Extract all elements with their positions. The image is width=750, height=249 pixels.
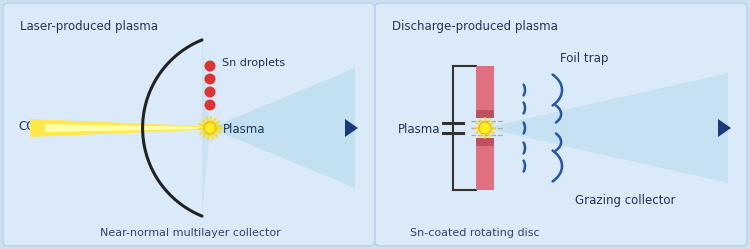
Polygon shape (202, 40, 210, 216)
Text: Laser-produced plasma: Laser-produced plasma (20, 20, 158, 33)
Polygon shape (345, 119, 358, 137)
Text: CO: CO (18, 120, 35, 132)
Text: Sn-coated rotating disc: Sn-coated rotating disc (410, 228, 540, 238)
Text: laser: laser (41, 120, 74, 132)
Text: Sn droplets: Sn droplets (222, 58, 285, 68)
Circle shape (205, 100, 215, 111)
Text: 2: 2 (37, 126, 42, 135)
Polygon shape (210, 68, 355, 188)
Bar (476, 110, 494, 118)
Polygon shape (485, 73, 728, 183)
Circle shape (479, 122, 491, 134)
Text: Near-normal multilayer collector: Near-normal multilayer collector (100, 228, 280, 238)
Bar (476, 66, 494, 118)
Bar (476, 138, 494, 146)
Circle shape (205, 86, 215, 98)
FancyBboxPatch shape (375, 3, 747, 246)
Text: Grazing collector: Grazing collector (575, 193, 676, 206)
Circle shape (205, 73, 215, 84)
Polygon shape (718, 119, 731, 137)
Circle shape (204, 122, 216, 134)
Text: Plasma: Plasma (223, 123, 266, 135)
FancyBboxPatch shape (3, 3, 375, 246)
Text: Foil trap: Foil trap (560, 52, 608, 64)
Polygon shape (45, 124, 210, 132)
Bar (476, 138, 494, 190)
Polygon shape (30, 119, 210, 137)
Text: Plasma: Plasma (398, 123, 440, 135)
Text: Discharge-produced plasma: Discharge-produced plasma (392, 20, 558, 33)
Circle shape (205, 61, 215, 71)
